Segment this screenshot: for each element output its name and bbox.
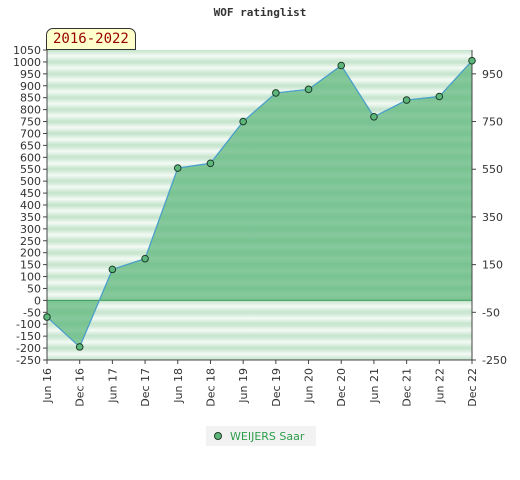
- data-point: [304, 85, 313, 94]
- background-band: [47, 50, 472, 62]
- background-band: [47, 73, 472, 86]
- period-badge: 2016-2022: [46, 28, 136, 50]
- background-band: [47, 97, 472, 110]
- y-tick-label-left: -100: [16, 318, 41, 331]
- y-tick-label-left: 150: [20, 259, 41, 272]
- y-tick-label-right: 350: [482, 211, 503, 224]
- y-tick-label-left: 100: [20, 271, 41, 284]
- x-tick-label: Dec 16: [74, 368, 87, 407]
- y-tick-label-left: 800: [20, 104, 41, 117]
- y-tick-label-left: 400: [20, 199, 41, 212]
- y-tick-label-left: 500: [20, 175, 41, 188]
- y-tick-label-left: 550: [20, 163, 41, 176]
- data-point: [141, 254, 149, 263]
- data-point: [206, 159, 215, 168]
- legend[interactable]: WEIJERS Saar: [206, 426, 316, 446]
- y-tick-label-left: 0: [34, 294, 41, 307]
- y-tick-label-right: -250: [482, 354, 507, 367]
- data-point: [173, 164, 182, 172]
- area-layer: [46, 59, 473, 348]
- x-tick-label: Dec 20: [335, 368, 348, 407]
- y-tick-label-left: 850: [20, 92, 41, 105]
- background-band: [47, 312, 472, 325]
- chart-title: WOF ratinglist: [213, 6, 307, 19]
- background-band: [47, 85, 472, 98]
- y-tick-label-left: 1000: [13, 56, 41, 69]
- axes: [43, 49, 476, 364]
- x-tick-label: Dec 17: [139, 368, 152, 407]
- series-line: [46, 60, 473, 348]
- x-tick-label: Dec 22: [466, 368, 479, 407]
- y-tick-label-left: 900: [20, 80, 41, 93]
- y-tick-label-left: 1050: [13, 44, 41, 57]
- x-tick-label: Jun 16: [41, 368, 54, 404]
- x-tick-label: Dec 18: [204, 368, 217, 407]
- x-tick-label: Jun 21: [368, 368, 381, 404]
- data-point: [108, 265, 117, 274]
- y-tick-label-right: 750: [482, 116, 503, 129]
- background-band: [47, 324, 472, 337]
- x-tick-label: Jun 22: [433, 368, 446, 404]
- y-tick-label-left: -200: [16, 342, 41, 355]
- background-band: [47, 336, 472, 349]
- data-point: [337, 61, 346, 70]
- y-tick-label-left: 200: [20, 247, 41, 260]
- y-tick-label-right: 150: [482, 259, 503, 272]
- y-tick-label-left: 350: [20, 211, 41, 224]
- data-point: [468, 56, 476, 65]
- data-points: [43, 56, 476, 351]
- data-point: [75, 343, 84, 351]
- y-tick-label-left: 600: [20, 151, 41, 164]
- background-band: [47, 61, 472, 74]
- x-tick-label: Jun 18: [172, 368, 185, 404]
- y-tick-label-left: 250: [20, 235, 41, 248]
- y-tick-label-left: -150: [16, 330, 41, 343]
- y-tick-label-right: 550: [482, 163, 503, 176]
- y-tick-label-left: 950: [20, 68, 41, 81]
- x-tick-label: Jun 20: [303, 368, 316, 404]
- x-tick-label: Jun 17: [106, 368, 119, 404]
- y-tick-label-left: -50: [23, 306, 41, 319]
- axis-labels: 1050100095090085080075070065060055050045…: [13, 44, 507, 407]
- data-point: [435, 92, 444, 101]
- x-tick-label: Jun 19: [237, 368, 250, 404]
- data-point: [402, 96, 411, 104]
- x-tick-label: Dec 21: [401, 368, 414, 407]
- data-point: [272, 89, 280, 97]
- x-tick-label: Dec 19: [270, 368, 283, 407]
- legend-label: WEIJERS Saar: [230, 429, 305, 443]
- background-band: [47, 348, 472, 360]
- y-tick-label-left: 650: [20, 139, 41, 152]
- data-point: [43, 313, 51, 321]
- data-point: [370, 112, 378, 121]
- background-band: [47, 300, 472, 313]
- y-tick-label-left: 450: [20, 187, 41, 200]
- y-tick-label-left: 750: [20, 116, 41, 129]
- data-point: [239, 117, 247, 126]
- y-tick-label-left: 300: [20, 223, 41, 236]
- legend-marker-icon: [214, 432, 222, 440]
- y-tick-label-right: 950: [482, 68, 503, 81]
- y-tick-label-left: 50: [27, 282, 41, 295]
- y-tick-label-left: 700: [20, 127, 41, 140]
- y-tick-label-right: -50: [482, 306, 500, 319]
- y-tick-label-left: -250: [16, 354, 41, 367]
